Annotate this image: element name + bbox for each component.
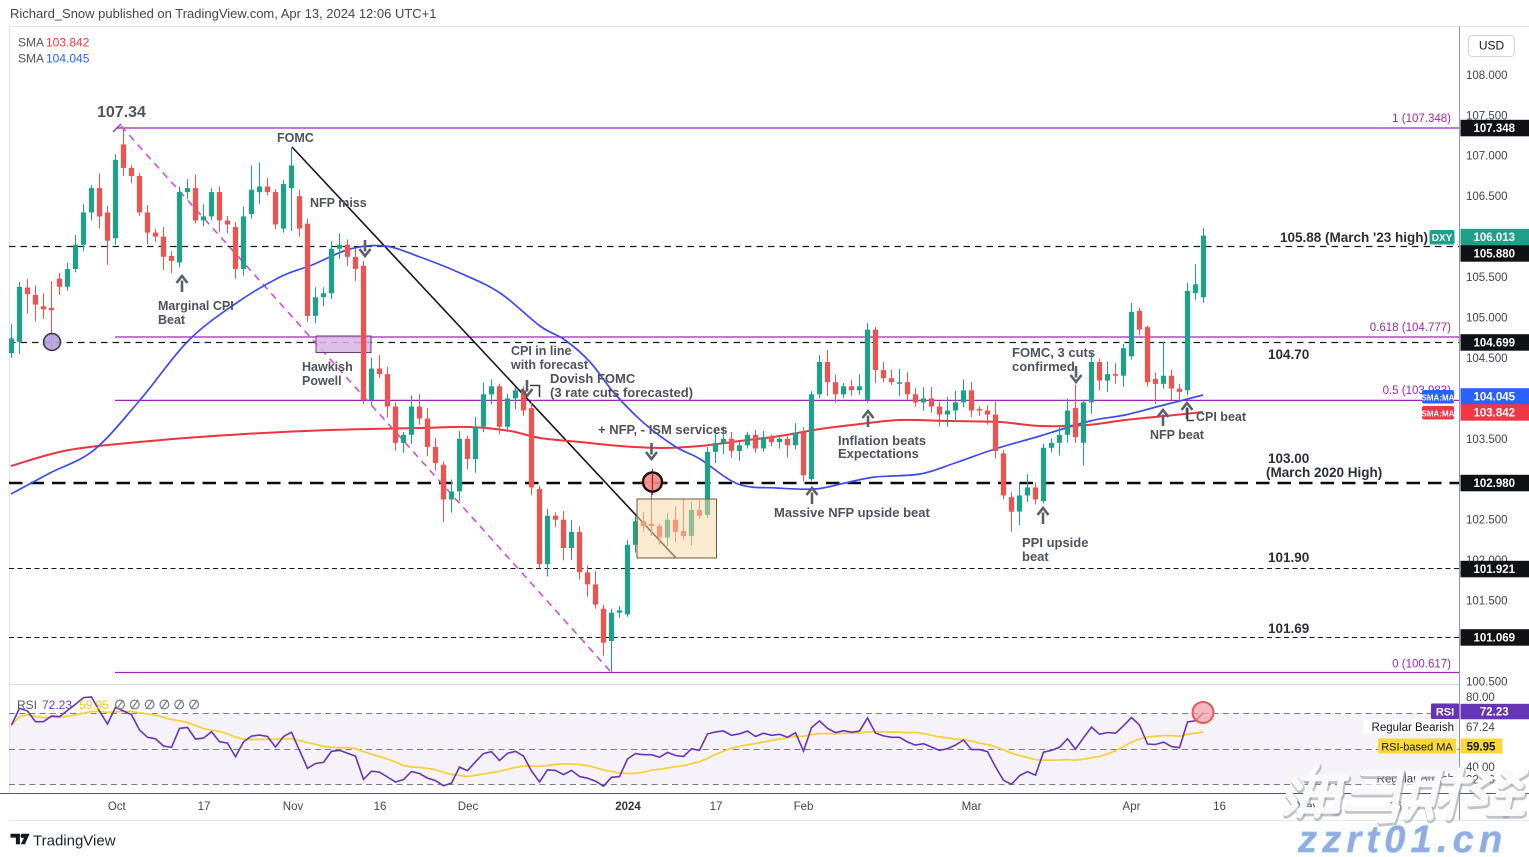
- svg-text:17: 17: [710, 801, 723, 813]
- svg-text:1 (107.348): 1 (107.348): [1392, 113, 1451, 125]
- svg-text:59.95: 59.95: [79, 698, 109, 712]
- svg-text:Powell: Powell: [302, 374, 342, 388]
- svg-text:107.000: 107.000: [1466, 151, 1508, 163]
- svg-text:Hawkish: Hawkish: [302, 360, 353, 374]
- svg-text:Richard_Snow published on Trad: Richard_Snow published on TradingView.co…: [10, 6, 437, 21]
- svg-text:101.69: 101.69: [1268, 621, 1309, 636]
- svg-text:103.00: 103.00: [1268, 451, 1309, 466]
- svg-text:USD: USD: [1479, 39, 1505, 53]
- svg-text:0.618 (104.777): 0.618 (104.777): [1370, 322, 1451, 334]
- svg-text:104.699: 104.699: [1473, 338, 1515, 350]
- svg-text:SMA: SMA: [18, 36, 44, 50]
- svg-text:NFP miss: NFP miss: [310, 196, 367, 210]
- svg-text:(March 2020 High): (March 2020 High): [1266, 465, 1382, 480]
- svg-text:Massive NFP upside beat: Massive NFP upside beat: [774, 505, 930, 520]
- svg-text:Regular Bearish: Regular Bearish: [1372, 722, 1454, 734]
- svg-text:Nov: Nov: [283, 801, 304, 813]
- svg-text:Feb: Feb: [794, 801, 814, 813]
- svg-text:beat: beat: [1022, 549, 1049, 564]
- svg-text:104.500: 104.500: [1466, 353, 1508, 365]
- svg-text:104.045: 104.045: [1473, 392, 1515, 404]
- svg-text:103.500: 103.500: [1466, 434, 1508, 446]
- svg-text:CPI in line: CPI in line: [511, 344, 571, 358]
- svg-text:Marginal CPI: Marginal CPI: [158, 299, 234, 313]
- svg-text:104.70: 104.70: [1268, 347, 1309, 362]
- svg-text:16: 16: [1213, 801, 1226, 813]
- svg-text:Inflation beats: Inflation beats: [838, 433, 926, 448]
- svg-text:108.000: 108.000: [1466, 70, 1508, 82]
- svg-text:DXY: DXY: [1432, 233, 1453, 244]
- svg-text:105.880: 105.880: [1473, 249, 1515, 261]
- svg-text:103.842: 103.842: [1473, 408, 1515, 420]
- svg-text:TradingView: TradingView: [33, 833, 116, 850]
- svg-text:16: 16: [374, 801, 387, 813]
- svg-text:PPI upside: PPI upside: [1022, 535, 1088, 550]
- svg-text:101.069: 101.069: [1473, 633, 1515, 645]
- svg-text:100.500: 100.500: [1466, 676, 1508, 688]
- svg-text:FOMC, 3 cuts: FOMC, 3 cuts: [1012, 345, 1095, 360]
- svg-text:104.045: 104.045: [46, 52, 90, 66]
- svg-text:Apr: Apr: [1123, 801, 1141, 813]
- svg-text:SMA: SMA: [18, 52, 44, 66]
- svg-text:(3 rate cuts forecasted): (3 rate cuts forecasted): [550, 385, 693, 400]
- svg-text:105.88 (March '23 high): 105.88 (March '23 high): [1280, 230, 1428, 245]
- svg-text:FOMC: FOMC: [277, 131, 314, 145]
- svg-text:17: 17: [198, 801, 211, 813]
- svg-text:zzrt01.cn: zzrt01.cn: [1297, 819, 1507, 857]
- svg-text:72.23: 72.23: [42, 698, 72, 712]
- svg-text:0 (100.617): 0 (100.617): [1392, 659, 1451, 671]
- svg-text:Mar: Mar: [962, 801, 982, 813]
- svg-text:105.500: 105.500: [1466, 272, 1508, 284]
- svg-text:72.23: 72.23: [1480, 707, 1509, 719]
- svg-text:with forecast: with forecast: [510, 358, 589, 372]
- svg-text:101.500: 101.500: [1466, 596, 1508, 608]
- svg-text:NFP beat: NFP beat: [1150, 428, 1205, 442]
- svg-text:101.921: 101.921: [1473, 564, 1515, 576]
- svg-text:59.95: 59.95: [1467, 742, 1496, 754]
- svg-text:106.500: 106.500: [1466, 191, 1508, 203]
- svg-text:Dec: Dec: [458, 801, 479, 813]
- svg-text:107.34: 107.34: [97, 104, 146, 121]
- svg-text:RSI-based MA: RSI-based MA: [1381, 742, 1453, 754]
- svg-text:102.500: 102.500: [1466, 515, 1508, 527]
- svg-text:107.500: 107.500: [1466, 110, 1508, 122]
- svg-text:confirmed: confirmed: [1012, 359, 1075, 374]
- svg-text:105.000: 105.000: [1466, 313, 1508, 325]
- svg-text:+ NFP, - ISM services: + NFP, - ISM services: [598, 422, 727, 437]
- svg-text:Expectations: Expectations: [838, 446, 919, 461]
- svg-text:2024: 2024: [615, 801, 641, 813]
- svg-text:101.90: 101.90: [1268, 550, 1309, 565]
- svg-text:107.348: 107.348: [1473, 123, 1515, 135]
- svg-text:SMA:MA: SMA:MA: [1422, 409, 1455, 418]
- svg-text:102.980: 102.980: [1473, 478, 1515, 490]
- svg-text:RSI: RSI: [1436, 707, 1454, 719]
- svg-text:RSI: RSI: [17, 698, 37, 712]
- svg-text:80.00: 80.00: [1466, 692, 1495, 704]
- svg-text:Oct: Oct: [108, 801, 127, 813]
- svg-text:106.013: 106.013: [1473, 232, 1515, 244]
- svg-text:Beat: Beat: [158, 313, 186, 327]
- svg-text:103.842: 103.842: [46, 36, 90, 50]
- svg-text:67.24: 67.24: [1466, 722, 1495, 734]
- svg-text:Dovish FOMC: Dovish FOMC: [550, 371, 636, 386]
- svg-text:SMA:MA: SMA:MA: [1422, 393, 1455, 402]
- svg-text:CPI beat: CPI beat: [1196, 410, 1247, 424]
